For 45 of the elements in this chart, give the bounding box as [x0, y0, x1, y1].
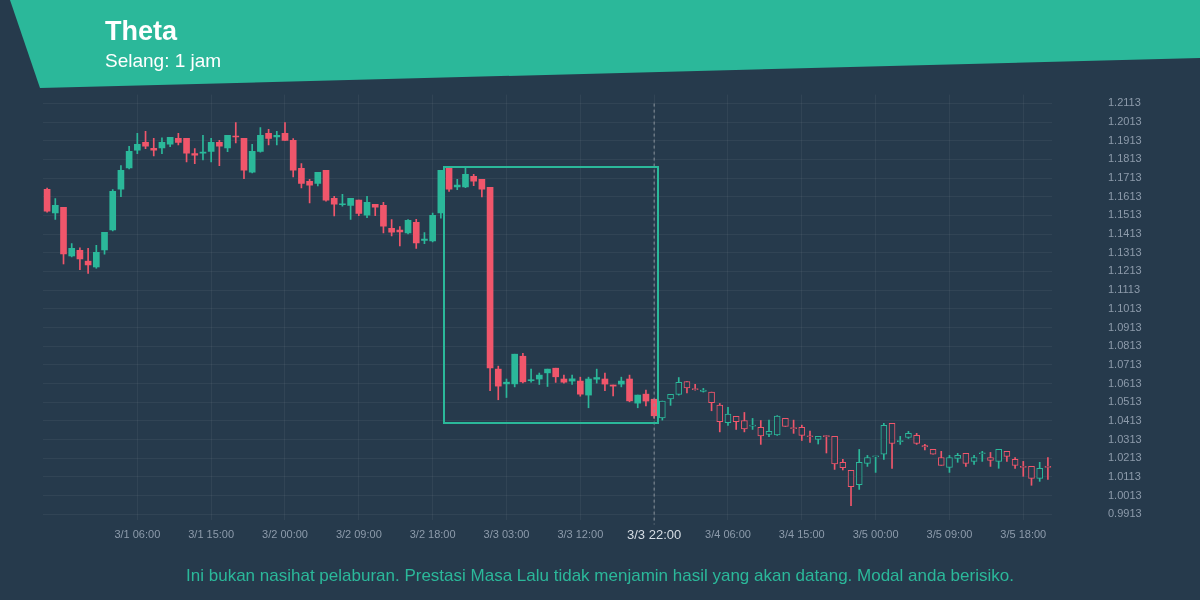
- candlestick: [691, 384, 699, 391]
- x-tick-label: 3/1 15:00: [188, 528, 235, 541]
- x-tick-label: 3/5 00:00: [852, 528, 899, 541]
- y-tick-label: 1.0313: [1108, 432, 1142, 445]
- y-tick-label: 1.1113: [1108, 283, 1141, 296]
- y-tick-label: 1.1713: [1108, 171, 1142, 184]
- y-tick-label: 1.0113: [1108, 469, 1141, 482]
- y-tick-label: 1.1313: [1108, 245, 1142, 258]
- candlestick: [806, 430, 814, 443]
- x-tick-label: 3/4 06:00: [705, 528, 751, 541]
- y-tick-label: 1.1013: [1108, 301, 1142, 314]
- y-tick-label: 1.1213: [1108, 264, 1142, 277]
- x-tick-label: 3/3 03:00: [483, 528, 530, 541]
- y-tick-label: 1.1613: [1108, 189, 1142, 202]
- y-tick-label: 1.1513: [1108, 208, 1142, 221]
- y-tick-label: 1.0213: [1108, 451, 1142, 464]
- y-tick-label: 1.0913: [1108, 320, 1142, 333]
- y-tick-label: 1.0513: [1108, 395, 1142, 408]
- x-tick-label: 3/5 18:00: [1000, 528, 1047, 541]
- y-tick-label: 1.0413: [1108, 413, 1142, 426]
- y-tick-label: 1.0013: [1108, 488, 1142, 501]
- x-tick-label: 3/2 09:00: [335, 528, 382, 541]
- x-tick-label: 3/3 22:00: [627, 526, 682, 542]
- x-tick-label: 3/1 06:00: [114, 528, 161, 541]
- y-tick-label: 1.0613: [1108, 376, 1142, 389]
- chart-subtitle: Selang: 1 jam: [105, 50, 222, 72]
- candlestick: [199, 134, 207, 161]
- y-tick-label: 1.1913: [1108, 133, 1142, 146]
- x-tick-label: 3/5 09:00: [926, 528, 973, 541]
- text: Ini bukan nasihat pelaburan. Prestasi Masa Lalu tidak menjamin hasil yang akan datang. Modal anda berisiko.: [185, 566, 1015, 586]
- y-tick-label: 0.9913: [1108, 507, 1142, 520]
- y-tick-label: 1.1813: [1108, 152, 1142, 165]
- y-tick-label: 1.1413: [1108, 227, 1142, 240]
- candlestick: [527, 368, 535, 383]
- y-tick-label: 1.0813: [1108, 339, 1142, 352]
- chart-title: Theta: [105, 16, 178, 47]
- candlestick: [191, 148, 199, 165]
- y-tick-label: 1.2013: [1108, 115, 1142, 128]
- x-tick-label: 3/4 15:00: [778, 528, 825, 541]
- candlestick: [978, 450, 986, 462]
- x-tick-label: 3/2 00:00: [262, 528, 308, 541]
- y-tick-label: 1.2113: [1108, 96, 1141, 109]
- x-tick-label: 3/2 18:00: [409, 528, 456, 541]
- y-tick-label: 1.0713: [1108, 357, 1142, 370]
- x-tick-label: 3/3 12:00: [557, 528, 604, 541]
